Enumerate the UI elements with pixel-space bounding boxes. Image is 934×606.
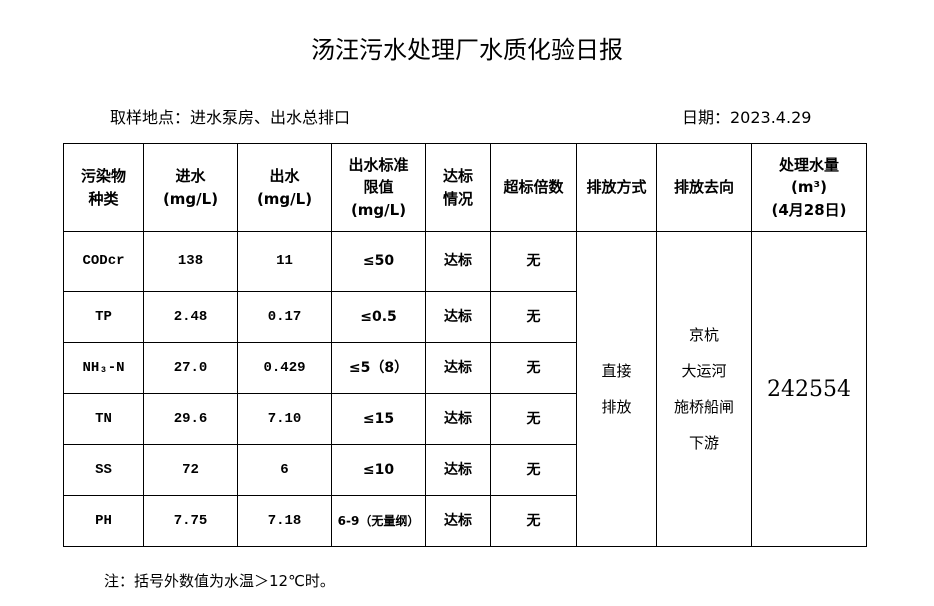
header-limit: 出水标准 限值 (mg/L) bbox=[331, 143, 426, 232]
pollutant-name: SS bbox=[63, 444, 144, 496]
inflow-value: 27.0 bbox=[143, 342, 238, 394]
header-status: 达标 情况 bbox=[425, 143, 491, 232]
status-value: 达标 bbox=[425, 495, 491, 547]
report-date: 日期：2023.4.29 bbox=[682, 108, 812, 127]
header-method: 排放方式 bbox=[576, 143, 657, 232]
pollutant-name: PH bbox=[63, 495, 144, 547]
inflow-value: 2.48 bbox=[143, 291, 238, 343]
status-value: 达标 bbox=[425, 291, 491, 343]
status-value: 达标 bbox=[425, 342, 491, 394]
water-quality-table: 污染物 种类 进水 (mg/L) 出水 (mg/L) 出水标准 限值 (mg/L) 达标情… bbox=[63, 143, 867, 547]
outflow-value: 11 bbox=[237, 231, 332, 292]
inflow-value: 72 bbox=[143, 444, 238, 496]
limit-value: ≤0.5 bbox=[331, 291, 426, 343]
status-value: 达标 bbox=[425, 444, 491, 496]
header-pollutant: 污染物 种类 bbox=[63, 143, 144, 232]
outflow-value: 6 bbox=[237, 444, 332, 496]
header-volume: 处理水量 (m³) (4月28日) bbox=[751, 143, 867, 232]
header-destination: 排放去向 bbox=[656, 143, 752, 232]
limit-value: ≤15 bbox=[331, 393, 426, 445]
exceed-value: 无 bbox=[490, 444, 577, 496]
limit-value: ≤50 bbox=[331, 231, 426, 292]
limit-value: 6-9（无量纲） bbox=[331, 495, 426, 547]
status-value: 达标 bbox=[425, 231, 491, 292]
exceed-value: 无 bbox=[490, 393, 577, 445]
header-exceed: 超标倍数 bbox=[490, 143, 577, 232]
inflow-value: 138 bbox=[143, 231, 238, 292]
sampling-location: 取样地点：进水泵房、出水总排口 bbox=[110, 108, 351, 127]
exceed-value: 无 bbox=[490, 291, 577, 343]
report-title: 汤汪污水处理厂水质化验日报 bbox=[311, 36, 623, 64]
pollutant-name: CODcr bbox=[63, 231, 144, 292]
pollutant-name: TN bbox=[63, 393, 144, 445]
outflow-value: 7.10 bbox=[237, 393, 332, 445]
limit-value: ≤5（8） bbox=[331, 342, 426, 394]
header-inflow: 进水 (mg/L) bbox=[143, 143, 238, 232]
table-row: TN 29.6 7.10 ≤15 达标 无 bbox=[63, 393, 867, 445]
table-row: NH₃-N 27.0 0.429 ≤5（8） 达标 无 bbox=[63, 342, 867, 394]
outflow-value: 0.429 bbox=[237, 342, 332, 394]
inflow-value: 7.75 bbox=[143, 495, 238, 547]
discharge-destination: 京杭 大运河 施桥船闸 下游 bbox=[656, 231, 752, 547]
status-value: 达标 bbox=[425, 393, 491, 445]
header-row: 污染物 种类 进水 (mg/L) 出水 (mg/L) 出水标准 限值 (mg/L) 达标情… bbox=[63, 143, 867, 232]
limit-value: ≤10 bbox=[331, 444, 426, 496]
outflow-value: 0.17 bbox=[237, 291, 332, 343]
exceed-value: 无 bbox=[490, 495, 577, 547]
treated-volume: 242554 bbox=[751, 231, 867, 547]
inflow-value: 29.6 bbox=[143, 393, 238, 445]
table-row: SS 72 6 ≤10 达标 无 bbox=[63, 444, 867, 496]
pollutant-name: NH₃-N bbox=[63, 342, 144, 394]
table-row: CODcr 138 11 ≤50 达标 无 直接 排放 京杭 大运河 施桥船闸 下游 2… bbox=[63, 231, 867, 547]
header-outflow: 出水 (mg/L) bbox=[237, 143, 332, 232]
outflow-value: 7.18 bbox=[237, 495, 332, 547]
pollutant-name: TP bbox=[63, 291, 144, 343]
exceed-value: 无 bbox=[490, 231, 577, 292]
table-row: PH 7.75 7.18 6-9（无量纲） 达标 无 bbox=[63, 495, 867, 547]
footnote: 注：括号外数值为水温＞12℃时。 bbox=[104, 572, 335, 590]
table-row: TP 2.48 0.17 ≤0.5 达标 无 bbox=[63, 291, 867, 343]
discharge-method: 直接 排放 bbox=[576, 231, 657, 547]
exceed-value: 无 bbox=[490, 342, 577, 394]
